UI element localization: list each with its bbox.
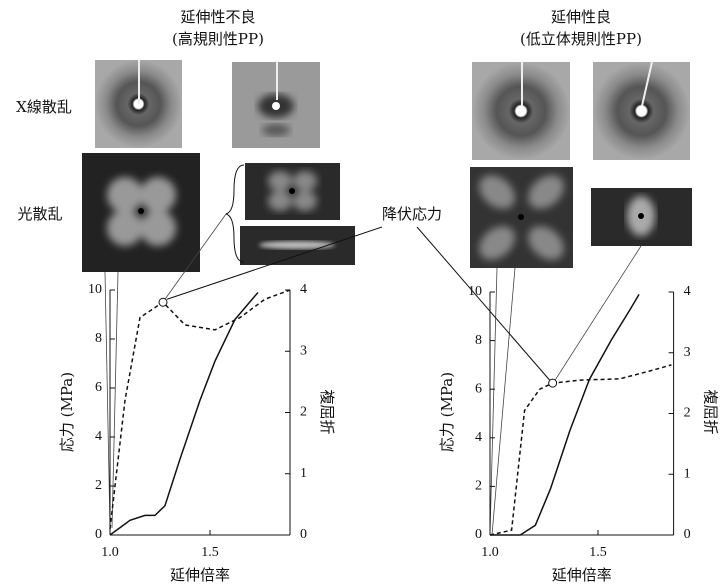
y-tick-label: 8 [95, 331, 102, 346]
y-tick-label: 6 [475, 381, 482, 396]
series-line [110, 292, 258, 535]
y2-tick-label: 0 [300, 527, 307, 542]
x-axis-label: 延伸倍率 [170, 566, 230, 584]
y-tick-label: 0 [95, 527, 102, 542]
title: 延伸性良 [551, 8, 611, 26]
y-tick-label: 0 [475, 527, 482, 542]
y2-tick-label: 1 [300, 466, 307, 481]
y2-axis-label: 複屈折 [318, 389, 336, 434]
y-tick-label: 6 [95, 380, 102, 395]
y-axis-label: 応力 (MPa) [58, 372, 76, 452]
row-label: X線散乱 [16, 98, 72, 116]
figure: 延伸性不良 (高規則性PP) 延伸性良 (低立体規則性PP) X線散乱 光散乱 … [0, 0, 720, 587]
y2-tick-label: 3 [684, 345, 691, 360]
x-tick-label: 1.0 [481, 545, 499, 560]
y-tick-label: 4 [95, 429, 102, 444]
series-line [490, 365, 671, 535]
annotation: 降伏応力 [382, 205, 442, 223]
y2-tick-label: 4 [684, 284, 691, 299]
y-tick-label: 2 [95, 478, 102, 493]
yield-point [549, 379, 557, 387]
subtitle: (高規則性PP) [172, 30, 264, 48]
row-label: 光散乱 [17, 205, 62, 223]
y2-axis-label: 複屈折 [702, 389, 720, 434]
x-tick-label: 1.5 [201, 545, 219, 560]
subtitle: (低立体規則性PP) [520, 30, 642, 48]
yield-point [159, 298, 167, 306]
xray-spot [262, 124, 290, 136]
y2-tick-label: 2 [684, 406, 691, 421]
y-axis-label: 応力 (MPa) [438, 372, 456, 452]
y-tick-label: 8 [475, 333, 482, 348]
y-tick-label: 2 [475, 479, 482, 494]
x-tick-label: 1.5 [589, 545, 607, 560]
x-tick-label: 1.0 [101, 545, 119, 560]
y2-tick-label: 0 [684, 527, 691, 542]
series-line [490, 294, 639, 535]
y-tick-label: 10 [88, 282, 102, 297]
y2-tick-label: 4 [300, 282, 307, 297]
y2-tick-label: 1 [684, 466, 691, 481]
series-line [110, 290, 290, 529]
xray-beam [272, 102, 280, 110]
xray-image [593, 62, 690, 160]
y-tick-label: 4 [475, 430, 482, 445]
xray-patterns [95, 60, 690, 160]
y-tick-label: 10 [468, 284, 482, 299]
y2-tick-label: 2 [300, 405, 307, 420]
y2-tick-label: 3 [300, 343, 307, 358]
title: 延伸性不良 [180, 8, 255, 26]
x-axis-label: 延伸倍率 [552, 566, 612, 584]
